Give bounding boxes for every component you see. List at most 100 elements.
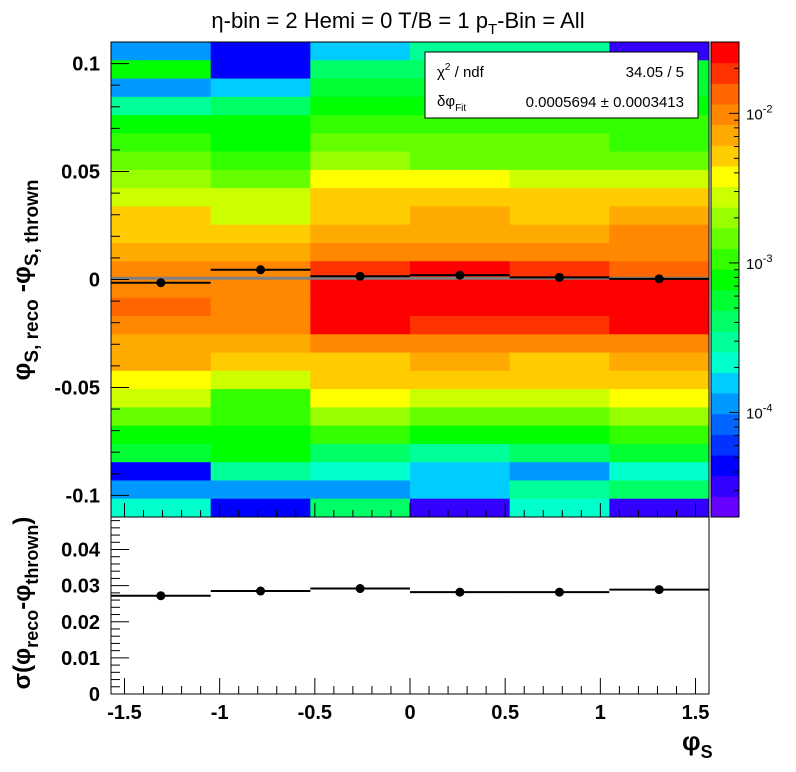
heatmap-cell bbox=[410, 316, 511, 335]
heatmap-cell bbox=[609, 498, 710, 518]
heatmap-cell bbox=[111, 297, 212, 317]
heatmap-cell bbox=[410, 407, 511, 427]
palette-swatch bbox=[711, 62, 739, 84]
heatmap-cell bbox=[410, 389, 511, 408]
palette-tick-base: 10 bbox=[746, 106, 763, 123]
palette-swatch bbox=[711, 393, 739, 415]
heatmap-cell bbox=[210, 443, 311, 463]
x-axis-title-sub: S bbox=[701, 742, 713, 762]
bottom-x-tick-label: 1 bbox=[595, 702, 606, 724]
bottom-x-axis: -1.5 -1 -0.5 0 0.5 1 1.5 bbox=[107, 678, 709, 724]
heatmap-cell bbox=[509, 242, 610, 262]
heatmap-cell bbox=[310, 297, 411, 317]
heatmap-cell bbox=[210, 133, 311, 153]
heatmap-cell bbox=[609, 169, 710, 189]
chart-title-main: η-bin = 2 Hemi = 0 T/B = 1 p bbox=[211, 8, 488, 33]
bottom-y-tick-label: 0.02 bbox=[61, 612, 100, 634]
heatmap-cell bbox=[410, 224, 511, 244]
profile-point bbox=[156, 278, 166, 288]
bottom-y-tick-label: 0.01 bbox=[61, 648, 100, 670]
top-ylabel-phi1: φ bbox=[8, 363, 36, 381]
palette-tick-exp: -3 bbox=[763, 253, 773, 265]
heatmap-cell bbox=[609, 389, 710, 408]
heatmap-cell bbox=[111, 443, 212, 463]
heatmap-cell bbox=[509, 407, 610, 427]
heatmap-cell bbox=[310, 370, 411, 390]
palette-swatch bbox=[711, 372, 739, 394]
stats-chi2-base: χ bbox=[437, 64, 445, 81]
bottom-x-tick-label: -0.5 bbox=[298, 702, 332, 724]
palette-swatch bbox=[711, 227, 739, 250]
heatmap-cell bbox=[410, 480, 511, 500]
heatmap-cell bbox=[210, 370, 311, 390]
top-y-tick-label: -0.1 bbox=[66, 485, 100, 507]
heatmap-cell bbox=[609, 206, 710, 226]
heatmap-cell bbox=[210, 334, 311, 354]
heatmap-cell bbox=[609, 334, 710, 354]
heatmap-cell bbox=[410, 279, 511, 299]
heatmap-cell bbox=[310, 133, 411, 153]
bottom-y-tick-label: 0 bbox=[89, 684, 100, 706]
palette-swatch bbox=[711, 351, 739, 373]
heatmap-cell bbox=[111, 279, 212, 299]
heatmap-cell bbox=[509, 151, 610, 171]
palette-swatch bbox=[711, 496, 739, 518]
top-y-axis: -0.1 -0.05 0 0.05 0.1 bbox=[54, 41, 129, 518]
bottom-y-axis: 0 0.01 0.02 0.03 0.04 bbox=[61, 520, 129, 706]
palette-swatch bbox=[711, 475, 739, 497]
heatmap-cell bbox=[410, 334, 511, 354]
palette-swatch bbox=[711, 434, 739, 456]
heatmap-cell bbox=[310, 352, 411, 372]
top-ylabel-phi2: -φ bbox=[8, 266, 36, 299]
palette-swatch bbox=[711, 331, 739, 353]
heatmap-cell bbox=[410, 169, 511, 189]
heatmap-cell bbox=[509, 462, 610, 481]
heatmap-cell bbox=[111, 133, 212, 153]
palette-swatch bbox=[711, 145, 739, 167]
heatmap-cell bbox=[310, 334, 411, 354]
resolution-point bbox=[654, 585, 664, 595]
bottom-ylabel-p3: ) bbox=[9, 517, 36, 525]
heatmap-cell bbox=[210, 224, 311, 244]
top-x-ticks bbox=[123, 503, 697, 517]
heatmap-cell bbox=[609, 462, 710, 481]
heatmap-cell bbox=[210, 480, 311, 500]
heatmap-cell bbox=[410, 297, 511, 317]
heatmap-cell bbox=[410, 242, 511, 262]
palette-tick-label: 10-4 bbox=[746, 402, 772, 422]
bottom-x-tick-label: 0.5 bbox=[491, 702, 519, 724]
stats-chi2-value: 34.05 / 5 bbox=[626, 64, 684, 81]
palette-swatch bbox=[711, 413, 739, 435]
heatmap-cell bbox=[609, 224, 710, 244]
heatmap-cell bbox=[210, 352, 311, 372]
heatmap-cell bbox=[111, 462, 212, 481]
palette-swatch bbox=[711, 165, 739, 188]
heatmap-cell bbox=[111, 78, 212, 98]
heatmap-cell bbox=[210, 297, 311, 317]
palette-tick-exp: -4 bbox=[763, 402, 773, 414]
heatmap-cell bbox=[509, 115, 610, 134]
profile-points bbox=[111, 265, 709, 288]
heatmap-cell bbox=[210, 242, 311, 262]
palette-tick-label: 10-2 bbox=[746, 103, 772, 123]
heatmap-cell bbox=[509, 279, 610, 299]
stats-box-frame bbox=[424, 51, 699, 119]
bottom-y-tick-label: 0.03 bbox=[61, 576, 100, 598]
heatmap-cell bbox=[310, 425, 411, 445]
bottom-x-tick-label: 0 bbox=[404, 702, 415, 724]
profile-point bbox=[654, 274, 664, 284]
heatmap-cell bbox=[310, 316, 411, 335]
palette-swatch bbox=[711, 269, 739, 291]
palette-swatch bbox=[711, 310, 739, 332]
heatmap-cell bbox=[410, 133, 511, 153]
palette-swatch bbox=[711, 289, 739, 311]
heatmap-cell bbox=[609, 407, 710, 427]
heatmap-cell bbox=[310, 498, 411, 518]
heatmap-cell bbox=[111, 188, 212, 207]
heatmap-cell bbox=[210, 407, 311, 427]
heatmap-cell bbox=[210, 498, 311, 518]
top-y-tick-label: -0.05 bbox=[54, 377, 100, 399]
heatmap-cell bbox=[111, 169, 212, 189]
heatmap-cell bbox=[310, 242, 411, 262]
heatmap-cell bbox=[509, 261, 610, 280]
